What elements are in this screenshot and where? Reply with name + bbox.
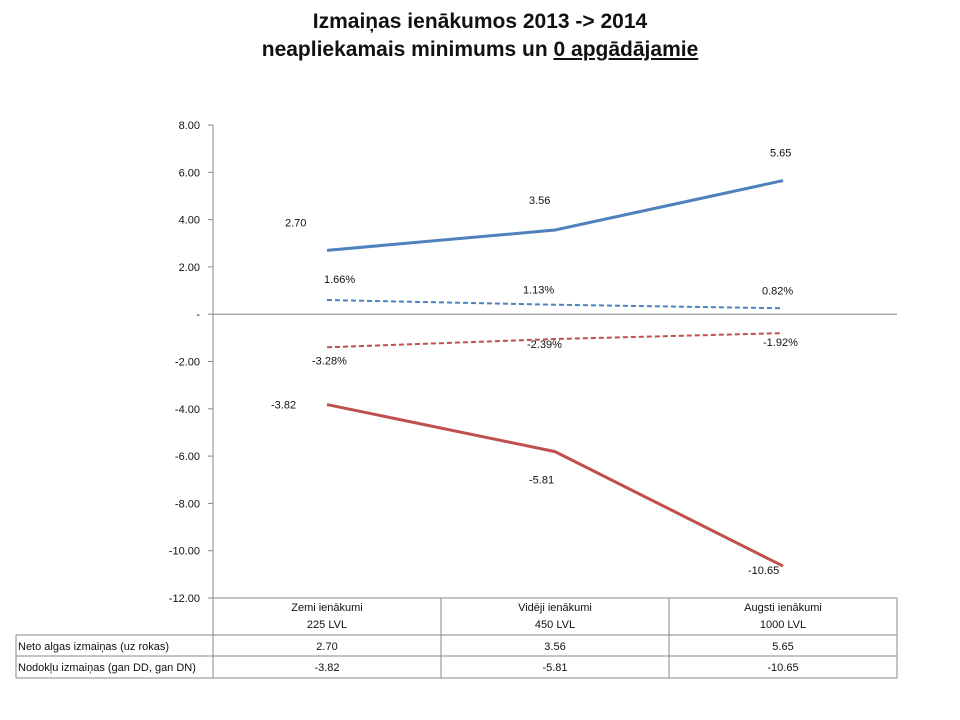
y-tick-label: -10.00	[169, 546, 200, 558]
chart-title-line1: Izmaiņas ienākumos 2013 -> 2014	[312, 10, 648, 33]
y-tick-label: 6.00	[179, 167, 200, 179]
y-tick-label: -6.00	[175, 451, 200, 463]
y-tick-label: -4.00	[175, 404, 200, 416]
category-label: Zemi ienākumi	[291, 602, 363, 614]
y-tick-label: -	[196, 309, 200, 321]
y-tick-label: -8.00	[175, 498, 200, 510]
data-label: -1.92%	[763, 337, 798, 349]
data-label: -3.82	[271, 400, 296, 412]
y-tick-label: -12.00	[169, 593, 200, 605]
table-cell: -5.81	[542, 662, 567, 674]
category-sublabel: 225 LVL	[307, 619, 347, 631]
data-label: 1.66%	[324, 274, 355, 286]
data-label: 2.70	[285, 217, 306, 229]
series-line	[326, 179, 784, 252]
category-label: Augsti ienākumi	[744, 602, 822, 614]
table-cell: 5.65	[772, 641, 793, 653]
category-label: Vidēji ienākumi	[518, 602, 592, 614]
data-label: 1.13%	[523, 285, 554, 297]
data-label: -2.39%	[527, 339, 562, 351]
category-sublabel: 1000 LVL	[760, 619, 806, 631]
chart-title-line2-text: neapliekamais minimums un	[261, 38, 554, 61]
table-row-label: Neto algas izmaiņas (uz rokas)	[18, 641, 169, 653]
table-cell: -3.82	[314, 662, 339, 674]
data-label: -10.65	[748, 565, 779, 577]
data-label: 5.65	[770, 148, 791, 160]
chart-title-dependents: 0 apgādājamie	[553, 38, 699, 61]
data-label: -3.28%	[312, 355, 347, 367]
series-line-percent	[326, 299, 784, 310]
chart-title-line2: neapliekamais minimums un 0 apgādājamie	[0, 38, 960, 62]
y-tick-label: 2.00	[179, 262, 200, 274]
table-row-label: Nodokļu izmaiņas (gan DD, gan DN)	[18, 662, 196, 674]
data-label: -5.81	[529, 475, 554, 487]
data-label: 0.82%	[762, 285, 793, 297]
y-tick-label: 4.00	[179, 215, 200, 227]
y-tick-label: -2.00	[175, 357, 200, 369]
series-line-percent	[326, 332, 784, 349]
category-sublabel: 450 LVL	[535, 619, 575, 631]
y-tick-label: 8.00	[179, 120, 200, 132]
series-line	[326, 403, 784, 568]
table-cell: 2.70	[316, 641, 337, 653]
table-cell: 3.56	[544, 641, 565, 653]
table-cell: -10.65	[767, 662, 798, 674]
data-label: 3.56	[529, 195, 550, 207]
